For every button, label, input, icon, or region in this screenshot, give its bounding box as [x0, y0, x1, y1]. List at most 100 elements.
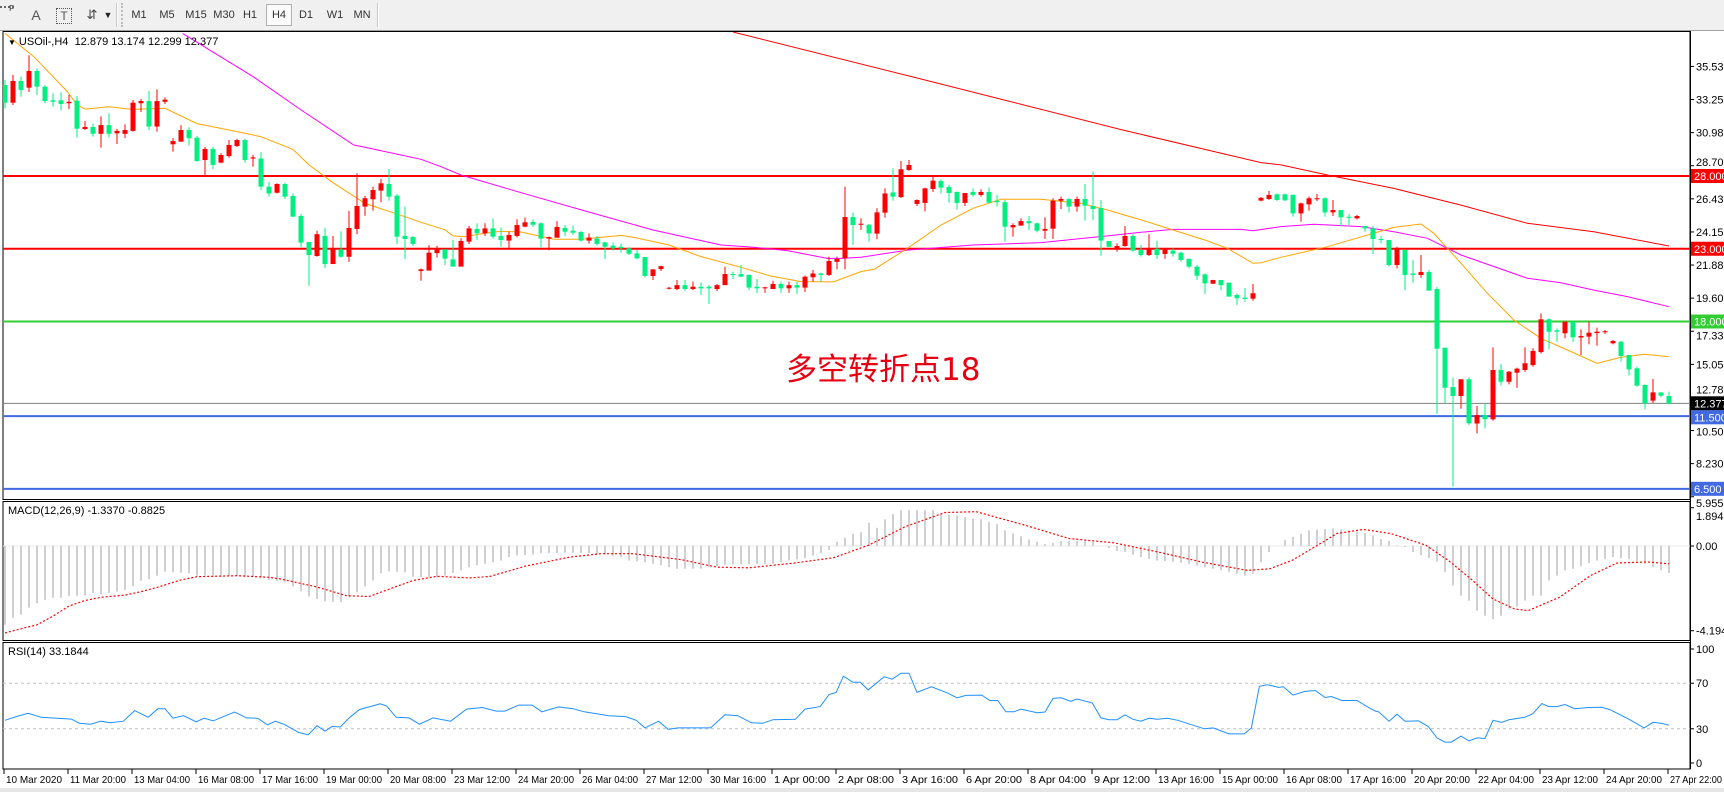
candle-body: [34, 70, 40, 87]
candle: [954, 191, 960, 210]
candle-body: [290, 195, 296, 217]
candle: [1554, 328, 1560, 342]
time-axis-label: 24 Apr 20:00: [1606, 774, 1662, 786]
timeframe-d1[interactable]: D1: [298, 9, 314, 21]
candle-body: [1562, 321, 1568, 334]
candle: [290, 193, 296, 217]
candle-body: [146, 101, 152, 127]
candle: [1578, 329, 1584, 355]
candle-body: [1610, 340, 1616, 344]
candle: [1570, 321, 1576, 342]
candle: [346, 210, 352, 262]
candle: [1314, 194, 1320, 202]
candle: [34, 68, 40, 95]
candle-body: [1450, 386, 1456, 396]
candle: [1122, 226, 1128, 247]
candle-body: [1010, 225, 1016, 228]
candle-body: [234, 140, 240, 147]
candle-body: [986, 192, 992, 203]
price-axis-label: 21.880: [1696, 260, 1724, 272]
timeframe-h1[interactable]: H1: [242, 9, 258, 21]
candle-body: [778, 283, 784, 289]
collapse-triangle-icon[interactable]: ▼: [8, 38, 16, 47]
candle-body: [1314, 198, 1320, 200]
text-icon[interactable]: A: [26, 4, 46, 26]
candle-body: [298, 216, 304, 243]
candle-body: [450, 259, 456, 267]
candle: [1418, 255, 1424, 278]
text-label-icon[interactable]: T: [56, 8, 72, 24]
candle-body: [1586, 332, 1592, 337]
candle: [1402, 250, 1408, 291]
ohlc-values: 12.879 13.174 12.299 12.377: [74, 36, 219, 48]
macd-signal-line: [4, 511, 1670, 634]
candle-body: [1042, 228, 1048, 231]
candle-body: [546, 237, 552, 239]
candle: [1586, 321, 1592, 345]
chart-annotation-text[interactable]: 多空转折点18: [786, 352, 981, 388]
candle-body: [18, 80, 24, 91]
candle: [690, 281, 696, 291]
hline-price-label: 18.000: [1694, 317, 1724, 329]
candle-body: [1330, 210, 1336, 213]
candle: [1618, 340, 1624, 362]
candle-body: [1354, 216, 1360, 219]
candle-body: [1642, 384, 1648, 404]
timeframe-m1[interactable]: M1: [131, 9, 147, 21]
candle: [1426, 269, 1432, 291]
candle: [1018, 218, 1024, 226]
candle: [434, 245, 440, 258]
timeframe-m5[interactable]: M5: [159, 9, 175, 21]
timeframe-h4[interactable]: H4: [266, 4, 292, 26]
candle: [1490, 347, 1496, 421]
timeframe-mn[interactable]: MN: [353, 9, 371, 21]
time-axis-label: 15 Apr 00:00: [1222, 774, 1278, 786]
symbol-label: USOil-,H4: [18, 36, 69, 48]
candle-body: [394, 195, 400, 237]
time-axis-label: 3 Apr 16:00: [902, 774, 958, 786]
candle: [890, 168, 896, 201]
candle: [306, 242, 312, 286]
candle: [962, 193, 968, 206]
candle-body: [554, 226, 560, 238]
candle: [98, 116, 104, 148]
macd-panel: [3, 510, 1690, 634]
candle: [666, 286, 672, 290]
candle: [1170, 248, 1176, 257]
timeframe-w1[interactable]: W1: [326, 9, 344, 21]
candle-body: [514, 225, 520, 236]
arrows-dropdown-icon[interactable]: ▼: [103, 10, 113, 20]
candle: [530, 219, 536, 227]
candle: [1506, 370, 1512, 385]
candle-body: [1634, 368, 1640, 386]
candle: [1522, 347, 1528, 372]
candle-body: [1378, 239, 1384, 241]
time-axis-label: 20 Mar 08:00: [390, 774, 446, 786]
arrows-icon[interactable]: ⇵: [86, 7, 98, 22]
candle: [450, 240, 456, 267]
candle: [554, 221, 560, 238]
candle: [970, 188, 976, 197]
candle-body: [698, 286, 704, 289]
candle: [210, 146, 216, 170]
candle: [1338, 210, 1344, 227]
candle: [258, 152, 264, 190]
candle: [386, 169, 392, 201]
candle: [130, 100, 136, 132]
toolbar-grip[interactable]: [121, 3, 123, 27]
candle: [266, 181, 272, 197]
period-separator-icon[interactable]: F: [0, 4, 14, 22]
price-axis-label: 8.230: [1696, 459, 1724, 471]
candle-body: [610, 245, 616, 249]
candle: [1466, 377, 1472, 425]
timeframe-m30[interactable]: M30: [213, 9, 235, 21]
candle: [946, 184, 952, 203]
candle-body: [274, 184, 280, 193]
timeframe-m15[interactable]: M15: [185, 9, 207, 21]
candle: [658, 265, 664, 272]
candle: [602, 241, 608, 259]
candle: [810, 269, 816, 282]
candle-body: [762, 287, 768, 289]
candle: [1106, 241, 1112, 248]
